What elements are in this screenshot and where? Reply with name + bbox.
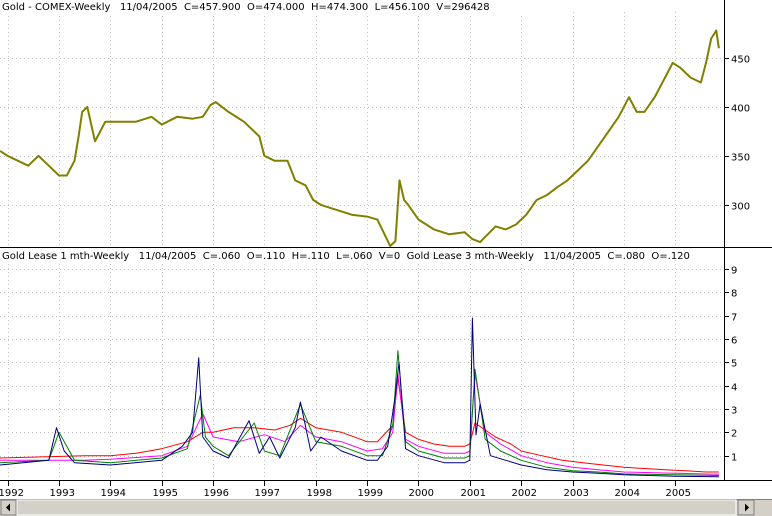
x-tick-label: 2005 [666, 488, 691, 499]
x-tick-label: 1993 [50, 488, 75, 499]
top-y-tick-label: 300 [731, 202, 750, 213]
top-panel-series [0, 29, 720, 247]
bottom-y-tick-label: 8 [731, 289, 737, 300]
top-panel-title: Gold - COMEX-Weekly 11/04/2005 C=457.900… [2, 2, 490, 13]
bottom-y-tick-label: 3 [731, 406, 737, 417]
x-tick-label: 1998 [307, 488, 332, 499]
bottom-y-axis: 1 2 3 4 5 6 7 8 9 [724, 266, 737, 464]
scrollbar-thumb[interactable] [16, 499, 737, 516]
x-tick-label: 2001 [461, 488, 486, 499]
top-y-tick-label: 400 [731, 104, 750, 115]
bottom-series-line-1 [0, 373, 719, 475]
bottom-title-bg [0, 249, 660, 262]
x-tick-label: 2000 [409, 488, 434, 499]
bottom-series-line-2 [0, 350, 719, 476]
x-tick-label: 1992 [0, 488, 24, 499]
bottom-panel-title: Gold Lease 1 mth-Weekly 11/04/2005 C=.06… [2, 251, 690, 262]
bottom-panel-series [0, 317, 719, 478]
arrow-right-icon[interactable] [737, 499, 755, 516]
x-tick-label: 2002 [512, 488, 537, 499]
top-y-tick-label: 350 [731, 153, 750, 164]
x-tick-label: 1997 [255, 488, 280, 499]
top-title-bg [0, 0, 560, 13]
bottom-y-tick-label: 2 [731, 429, 737, 440]
bottom-series-line-3 [0, 317, 719, 478]
bottom-y-tick-label: 4 [731, 383, 737, 394]
bottom-y-tick-label: 5 [731, 359, 737, 370]
x-axis: 1992 1993 1994 1995 1996 1997 1998 1999 2000 2001… [0, 481, 691, 499]
horizontal-scrollbar[interactable] [0, 499, 772, 516]
top-series-line-0 [0, 29, 720, 247]
x-tick-label: 2003 [564, 488, 589, 499]
top-panel-grid [0, 12, 724, 247]
arrow-left-icon[interactable] [0, 499, 17, 516]
bottom-panel-grid [0, 260, 724, 480]
bottom-y-tick-label: 9 [731, 266, 737, 277]
bottom-y-tick-label: 1 [731, 453, 737, 464]
x-tick-label: 1996 [204, 488, 229, 499]
bottom-series-line-0 [0, 378, 719, 473]
top-y-tick-label: 450 [731, 55, 750, 66]
bottom-y-tick-label: 7 [731, 313, 737, 324]
x-tick-label: 2004 [615, 488, 640, 499]
x-tick-label: 1994 [101, 488, 126, 499]
bottom-y-tick-label: 6 [731, 336, 737, 347]
x-tick-label: 1999 [358, 488, 383, 499]
top-y-axis: 300 350 400 450 [724, 55, 750, 213]
scrollbar-corner [755, 500, 771, 515]
x-tick-label: 1995 [153, 488, 178, 499]
